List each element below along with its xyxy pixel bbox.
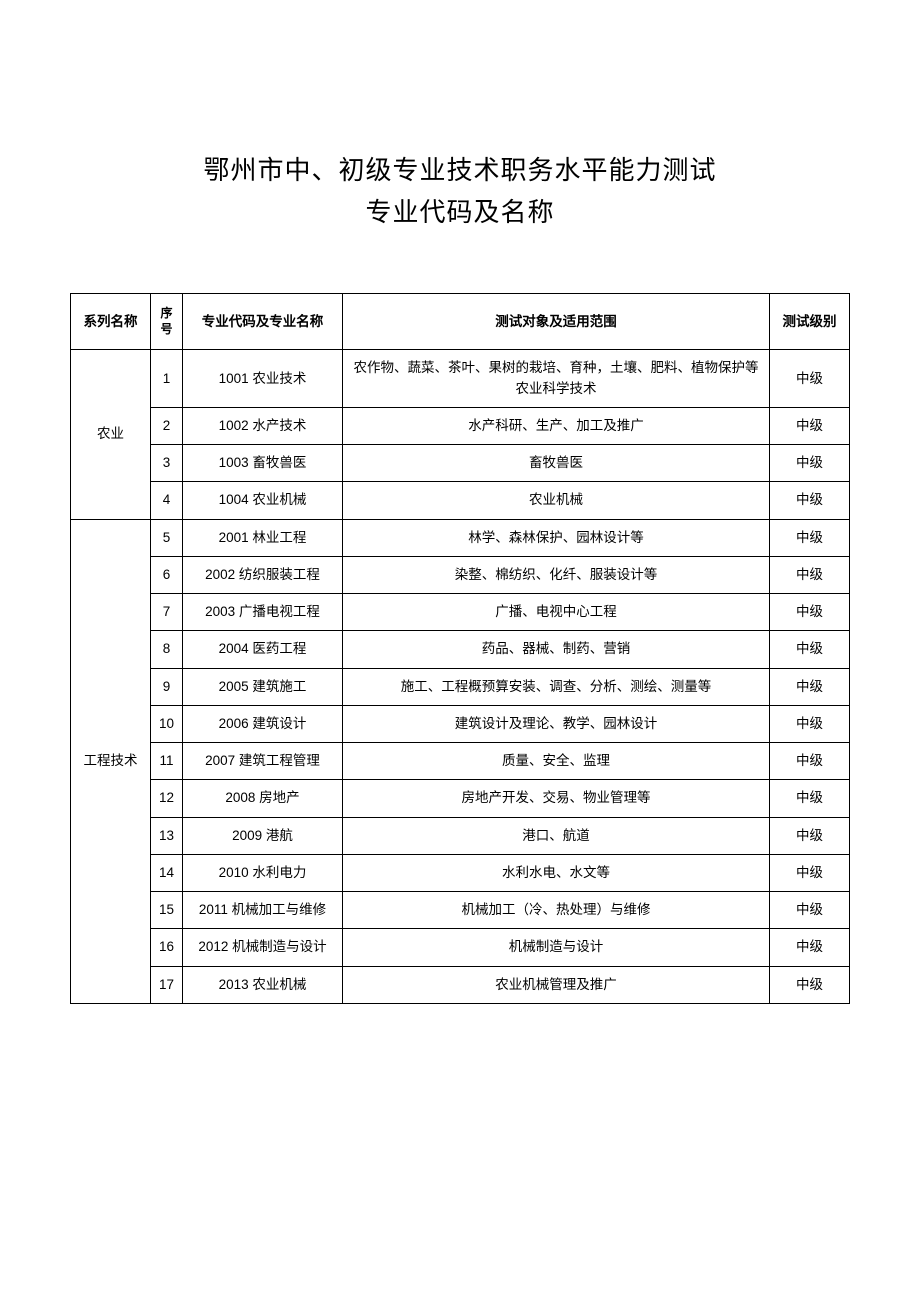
cell-scope: 林学、森林保护、园林设计等: [343, 519, 770, 556]
table-row: 21002 水产技术水产科研、生产、加工及推广中级: [71, 407, 850, 444]
cell-code: 2008 房地产: [183, 780, 343, 817]
table-row: 92005 建筑施工施工、工程概预算安装、调查、分析、测绘、测量等中级: [71, 668, 850, 705]
cell-seq: 5: [151, 519, 183, 556]
table-header-row: 系列名称 序号 专业代码及专业名称 测试对象及适用范围 测试级别: [71, 294, 850, 350]
cell-scope: 农业机械管理及推广: [343, 966, 770, 1003]
table-row: 152011 机械加工与维修机械加工（冷、热处理）与维修中级: [71, 892, 850, 929]
cell-code: 2005 建筑施工: [183, 668, 343, 705]
cell-series: 工程技术: [71, 519, 151, 1003]
header-scope: 测试对象及适用范围: [343, 294, 770, 350]
cell-scope: 水产科研、生产、加工及推广: [343, 407, 770, 444]
table-row: 112007 建筑工程管理质量、安全、监理中级: [71, 743, 850, 780]
cell-scope: 广播、电视中心工程: [343, 594, 770, 631]
cell-level: 中级: [770, 350, 850, 408]
cell-seq: 17: [151, 966, 183, 1003]
cell-level: 中级: [770, 705, 850, 742]
cell-code: 2001 林业工程: [183, 519, 343, 556]
cell-code: 2009 港航: [183, 817, 343, 854]
cell-seq: 16: [151, 929, 183, 966]
spec-code-table: 系列名称 序号 专业代码及专业名称 测试对象及适用范围 测试级别 农业11001…: [70, 293, 850, 1004]
cell-level: 中级: [770, 482, 850, 519]
cell-seq: 15: [151, 892, 183, 929]
cell-code: 1001 农业技术: [183, 350, 343, 408]
cell-level: 中级: [770, 743, 850, 780]
cell-scope: 施工、工程概预算安装、调查、分析、测绘、测量等: [343, 668, 770, 705]
cell-level: 中级: [770, 631, 850, 668]
header-level: 测试级别: [770, 294, 850, 350]
cell-level: 中级: [770, 556, 850, 593]
document-title: 鄂州市中、初级专业技术职务水平能力测试 专业代码及名称: [70, 150, 850, 233]
cell-code: 2010 水利电力: [183, 854, 343, 891]
table-row: 162012 机械制造与设计机械制造与设计中级: [71, 929, 850, 966]
cell-scope: 质量、安全、监理: [343, 743, 770, 780]
table-row: 工程技术52001 林业工程林学、森林保护、园林设计等中级: [71, 519, 850, 556]
table-body: 农业11001 农业技术农作物、蔬菜、茶叶、果树的栽培、育种，土壤、肥料、植物保…: [71, 350, 850, 1004]
table-row: 31003 畜牧兽医畜牧兽医中级: [71, 445, 850, 482]
cell-scope: 港口、航道: [343, 817, 770, 854]
cell-level: 中级: [770, 854, 850, 891]
table-row: 72003 广播电视工程广播、电视中心工程中级: [71, 594, 850, 631]
cell-level: 中级: [770, 817, 850, 854]
table-row: 41004 农业机械农业机械中级: [71, 482, 850, 519]
cell-level: 中级: [770, 966, 850, 1003]
table-row: 农业11001 农业技术农作物、蔬菜、茶叶、果树的栽培、育种，土壤、肥料、植物保…: [71, 350, 850, 408]
cell-seq: 7: [151, 594, 183, 631]
cell-seq: 4: [151, 482, 183, 519]
cell-code: 2011 机械加工与维修: [183, 892, 343, 929]
table-row: 142010 水利电力水利水电、水文等中级: [71, 854, 850, 891]
cell-code: 2002 纺织服装工程: [183, 556, 343, 593]
title-line-1: 鄂州市中、初级专业技术职务水平能力测试: [70, 150, 850, 192]
cell-level: 中级: [770, 445, 850, 482]
header-code: 专业代码及专业名称: [183, 294, 343, 350]
cell-seq: 1: [151, 350, 183, 408]
cell-scope: 建筑设计及理论、教学、园林设计: [343, 705, 770, 742]
cell-scope: 农作物、蔬菜、茶叶、果树的栽培、育种，土壤、肥料、植物保护等农业科学技术: [343, 350, 770, 408]
cell-seq: 10: [151, 705, 183, 742]
table-row: 102006 建筑设计建筑设计及理论、教学、园林设计中级: [71, 705, 850, 742]
cell-level: 中级: [770, 780, 850, 817]
cell-level: 中级: [770, 519, 850, 556]
table-row: 132009 港航港口、航道中级: [71, 817, 850, 854]
title-line-2: 专业代码及名称: [70, 192, 850, 234]
cell-seq: 11: [151, 743, 183, 780]
header-seq: 序号: [151, 294, 183, 350]
cell-seq: 2: [151, 407, 183, 444]
cell-code: 2004 医药工程: [183, 631, 343, 668]
header-series: 系列名称: [71, 294, 151, 350]
cell-level: 中级: [770, 929, 850, 966]
cell-scope: 药品、器械、制药、营销: [343, 631, 770, 668]
cell-seq: 12: [151, 780, 183, 817]
cell-seq: 3: [151, 445, 183, 482]
table-row: 172013 农业机械农业机械管理及推广中级: [71, 966, 850, 1003]
cell-level: 中级: [770, 407, 850, 444]
cell-code: 1004 农业机械: [183, 482, 343, 519]
cell-code: 2007 建筑工程管理: [183, 743, 343, 780]
table-row: 62002 纺织服装工程染整、棉纺织、化纤、服装设计等中级: [71, 556, 850, 593]
cell-code: 2003 广播电视工程: [183, 594, 343, 631]
cell-code: 2012 机械制造与设计: [183, 929, 343, 966]
table-row: 82004 医药工程药品、器械、制药、营销中级: [71, 631, 850, 668]
table-row: 122008 房地产房地产开发、交易、物业管理等中级: [71, 780, 850, 817]
cell-level: 中级: [770, 892, 850, 929]
cell-scope: 机械加工（冷、热处理）与维修: [343, 892, 770, 929]
cell-level: 中级: [770, 594, 850, 631]
cell-seq: 14: [151, 854, 183, 891]
cell-seq: 8: [151, 631, 183, 668]
cell-level: 中级: [770, 668, 850, 705]
cell-scope: 畜牧兽医: [343, 445, 770, 482]
cell-code: 1003 畜牧兽医: [183, 445, 343, 482]
cell-scope: 农业机械: [343, 482, 770, 519]
cell-scope: 染整、棉纺织、化纤、服装设计等: [343, 556, 770, 593]
cell-code: 2006 建筑设计: [183, 705, 343, 742]
cell-seq: 6: [151, 556, 183, 593]
cell-seq: 13: [151, 817, 183, 854]
cell-code: 2013 农业机械: [183, 966, 343, 1003]
cell-scope: 水利水电、水文等: [343, 854, 770, 891]
cell-seq: 9: [151, 668, 183, 705]
cell-scope: 机械制造与设计: [343, 929, 770, 966]
cell-code: 1002 水产技术: [183, 407, 343, 444]
cell-series: 农业: [71, 350, 151, 519]
cell-scope: 房地产开发、交易、物业管理等: [343, 780, 770, 817]
